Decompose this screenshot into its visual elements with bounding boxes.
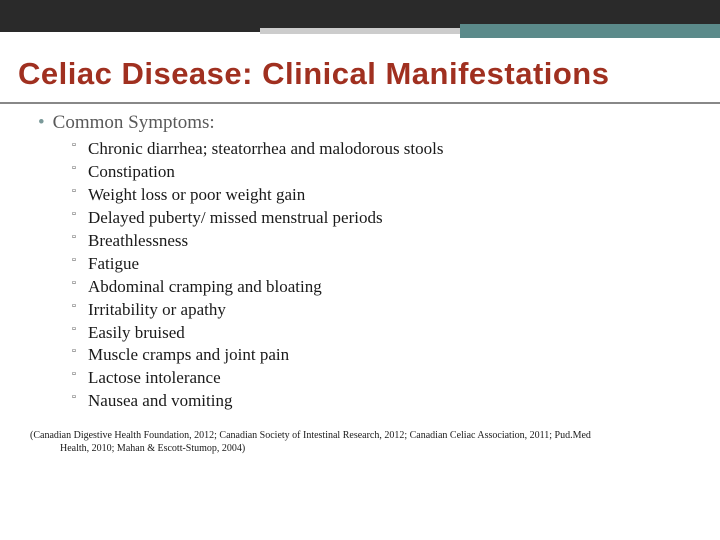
section-heading: • Common Symptoms: <box>30 112 690 134</box>
list-item: Breathlessness <box>72 230 690 253</box>
section-heading-text: Common Symptoms: <box>53 112 215 133</box>
list-item: Fatigue <box>72 253 690 276</box>
list-item: Chronic diarrhea; steatorrhea and malodo… <box>72 138 690 161</box>
list-item: Nausea and vomiting <box>72 390 690 413</box>
citation-text-line1: (Canadian Digestive Health Foundation, 2… <box>30 430 591 441</box>
bullet-dot: • <box>38 112 45 133</box>
list-item: Delayed puberty/ missed menstrual period… <box>72 207 690 230</box>
list-item: Weight loss or poor weight gain <box>72 184 690 207</box>
teal-accent-bar <box>460 24 720 38</box>
list-item: Irritability or apathy <box>72 299 690 322</box>
list-item: Easily bruised <box>72 322 690 345</box>
gray-accent-bar <box>260 28 460 34</box>
citation-text-line2: Health, 2010; Mahan & Escott-Stumop, 200… <box>30 442 690 455</box>
citation: (Canadian Digestive Health Foundation, 2… <box>0 413 720 455</box>
list-item: Abdominal cramping and bloating <box>72 276 690 299</box>
slide-title: Celiac Disease: Clinical Manifestations <box>0 32 720 104</box>
list-item: Lactose intolerance <box>72 367 690 390</box>
symptom-list: Chronic diarrhea; steatorrhea and malodo… <box>30 138 690 413</box>
list-item: Muscle cramps and joint pain <box>72 344 690 367</box>
list-item: Constipation <box>72 161 690 184</box>
content-area: • Common Symptoms: Chronic diarrhea; stea… <box>0 112 720 413</box>
